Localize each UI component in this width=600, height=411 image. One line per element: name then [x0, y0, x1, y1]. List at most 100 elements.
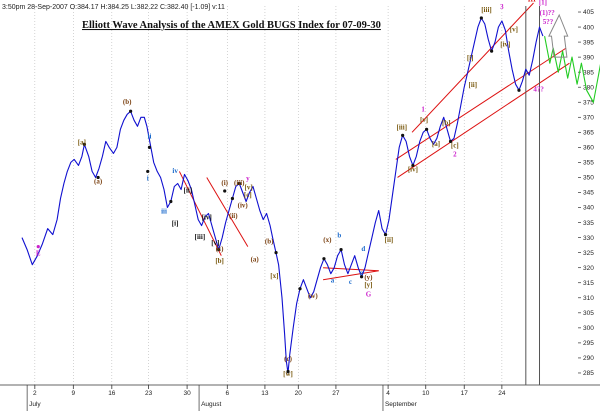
y-tick-label: 315	[583, 280, 594, 287]
wave-label: 5??	[543, 18, 554, 26]
wave-label: (a)	[94, 177, 103, 185]
y-tick-label: 305	[583, 310, 594, 317]
wave-label: [iv]	[202, 214, 212, 222]
y-tick-label: 375	[583, 99, 594, 106]
wave-label: [iii]	[195, 233, 206, 241]
wave-label: [1]	[539, 0, 547, 6]
x-tick-label: 16	[108, 390, 116, 397]
month-label: September	[385, 401, 418, 408]
projection-arrow	[548, 13, 569, 58]
x-tick-label: 13	[261, 390, 269, 397]
wave-label: [b]	[442, 119, 451, 127]
trend-line	[395, 47, 567, 160]
wave-label: (b)	[265, 238, 274, 246]
wave-label: iv	[172, 167, 178, 175]
y-tick-label: 355	[583, 160, 594, 167]
annotation-points	[36, 16, 521, 374]
y-tick-label: 405	[583, 9, 594, 16]
projection-arrow-shape	[548, 13, 569, 58]
wave-label: (c)	[216, 245, 224, 253]
wave-point	[411, 163, 415, 168]
x-tick-label: 24	[498, 390, 506, 397]
wave-label: [i]	[172, 220, 179, 228]
wave-label: (y)	[364, 274, 373, 282]
x-tick-label: 17	[461, 390, 469, 397]
wave-label: (b)	[123, 98, 132, 106]
y-tick-label: 385	[583, 69, 594, 76]
wave-point	[322, 257, 326, 261]
wave-label: y	[246, 174, 250, 182]
y-tick-label: 400	[583, 24, 594, 31]
y-tick-label: 350	[583, 175, 594, 182]
y-tick-label: 330	[583, 235, 594, 242]
wave-label: iii	[161, 208, 167, 216]
y-tick-label: 360	[583, 145, 594, 152]
wave-point	[129, 109, 133, 113]
y-tick-label: 335	[583, 220, 594, 227]
wave-label: [iii]	[481, 6, 492, 14]
wave-label: (iii)	[234, 179, 245, 187]
y-tick-label: 380	[583, 84, 594, 91]
wave-label: [ii]	[184, 186, 193, 194]
wave-label: [iv]	[500, 41, 510, 49]
price-series	[21, 17, 600, 374]
wave-label: [iii]	[397, 123, 408, 131]
wave-label: b	[337, 232, 341, 240]
wave-label: [ii]	[385, 236, 394, 244]
wave-label: G	[366, 290, 372, 298]
wave-label: [c]	[451, 141, 459, 149]
month-label: August	[201, 401, 221, 408]
wave-point	[479, 16, 483, 20]
wave-label: [ii]	[469, 81, 478, 89]
y-tick-label: 285	[583, 370, 594, 377]
wave-point	[169, 199, 173, 204]
trend-line	[323, 270, 379, 281]
wave-label: [v]	[245, 183, 253, 191]
wave-label: a	[331, 277, 335, 285]
x-axis: 2 9 16 23 30 6 13 20 27 4 10 17 24 July August Septembe…	[0, 384, 600, 411]
x-tick-label: 2	[33, 390, 37, 397]
wave-point	[298, 287, 302, 291]
wave-label: 3	[500, 3, 504, 11]
y-tick-label: 310	[583, 295, 594, 302]
x-tick-label: 27	[332, 390, 340, 397]
y-tick-label: 365	[583, 130, 594, 137]
wave-point	[490, 49, 494, 53]
y-tick-label: 340	[583, 205, 594, 212]
wave-label: (1)??	[540, 9, 556, 17]
trend-line	[397, 62, 570, 178]
y-tick-label: 290	[583, 355, 594, 362]
wave-label: (a)	[251, 256, 260, 264]
y-tick-label: 300	[583, 325, 594, 332]
wave-point	[339, 248, 343, 252]
x-tick-label: 20	[295, 390, 303, 397]
y-axis-labels: 285 290 295 300 305 310 315 320 325 330 335 340 345 3…	[578, 9, 594, 377]
wave-label: [v]	[510, 26, 518, 34]
y-tick-label: 320	[583, 265, 594, 272]
wave-label: (w)	[308, 292, 318, 300]
trend-line	[411, 2, 534, 133]
wave-label: [x]	[270, 272, 278, 280]
wave-labels: E[a](a)(b)iiiiviii[i][ii][iii][iv][v](c)…	[36, 0, 555, 378]
chart-title: Elliott Wave Analysis of the AMEX Gold B…	[82, 20, 381, 31]
wave-point	[230, 196, 235, 201]
trend-line	[178, 171, 222, 256]
wave-label: (i)	[221, 179, 228, 187]
wave-label: [c]	[244, 191, 252, 199]
y-tick-label: 390	[583, 54, 594, 61]
x-tick-label: 30	[183, 390, 191, 397]
wave-label: [v]	[420, 116, 428, 124]
wave-label: [y]	[364, 281, 372, 289]
wave-point	[286, 369, 290, 374]
wave-label: 1	[421, 105, 425, 113]
wave-label: [b]	[215, 257, 224, 265]
wave-label: (c)	[284, 355, 292, 363]
wave-label: [a]	[78, 138, 86, 146]
wave-point	[237, 181, 241, 186]
wave-label: (x)	[323, 236, 332, 244]
wave-point	[146, 169, 150, 174]
x-tick-label: 23	[145, 390, 153, 397]
wave-label: [w]	[283, 370, 293, 378]
wave-point	[82, 142, 87, 146]
wave-label: [i]	[467, 54, 474, 62]
